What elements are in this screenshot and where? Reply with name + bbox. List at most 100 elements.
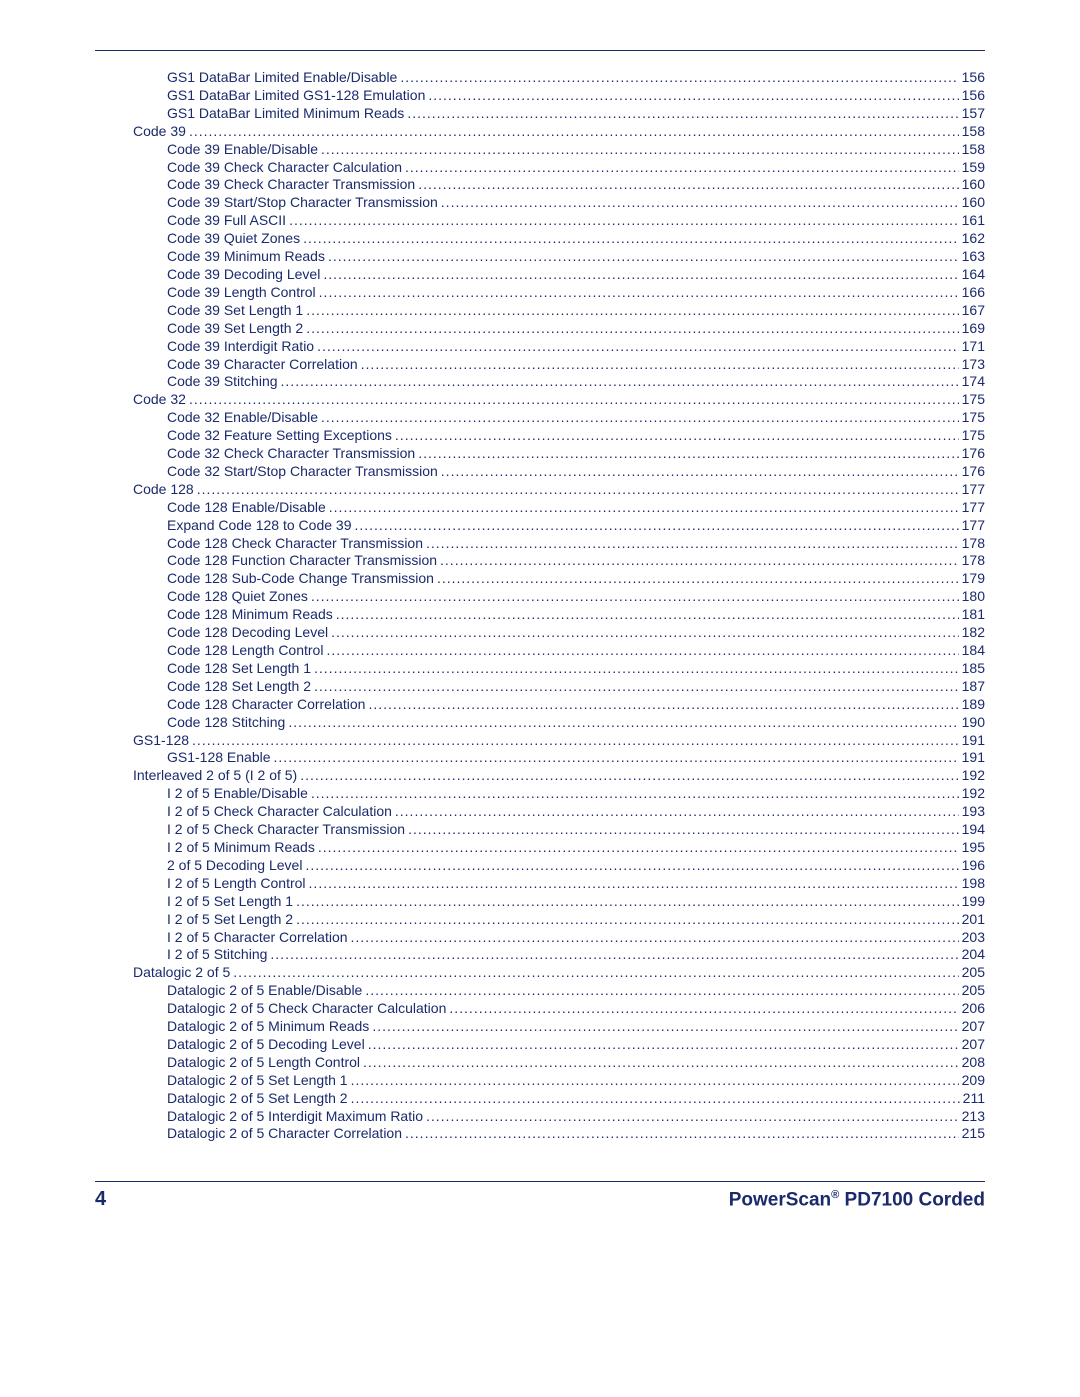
toc-entry[interactable]: Datalogic 2 of 5 Set Length 1 209 xyxy=(95,1072,985,1090)
toc-entry-label: Code 39 Minimum Reads xyxy=(167,248,325,266)
toc-entry[interactable]: Code 39 Stitching 174 xyxy=(95,373,985,391)
toc-entry-label: Code 39 Set Length 1 xyxy=(167,302,303,320)
toc-entry[interactable]: Code 32 Feature Setting Exceptions 175 xyxy=(95,427,985,445)
toc-leader-dots xyxy=(449,1000,958,1018)
toc-entry-page: 176 xyxy=(962,445,985,463)
toc-entry[interactable]: Code 39 Quiet Zones 162 xyxy=(95,230,985,248)
toc-entry[interactable]: Datalogic 2 of 5 Length Control 208 xyxy=(95,1054,985,1072)
toc-entry[interactable]: Expand Code 128 to Code 39 177 xyxy=(95,517,985,535)
toc-leader-dots xyxy=(274,749,959,767)
toc-entry[interactable]: Code 128 Length Control 184 xyxy=(95,642,985,660)
toc-entry[interactable]: Code 39 Set Length 2 169 xyxy=(95,320,985,338)
toc-entry[interactable]: Code 128 Minimum Reads 181 xyxy=(95,606,985,624)
toc-entry[interactable]: Code 128 Enable/Disable 177 xyxy=(95,499,985,517)
toc-entry[interactable]: Code 128 177 xyxy=(95,481,985,499)
toc-entry[interactable]: Code 128 Decoding Level 182 xyxy=(95,624,985,642)
toc-leader-dots xyxy=(296,893,959,911)
toc-entry[interactable]: Code 39 Check Character Transmission 160 xyxy=(95,176,985,194)
toc-entry[interactable]: Datalogic 2 of 5 205 xyxy=(95,964,985,982)
toc-entry[interactable]: GS1 DataBar Limited Enable/Disable 156 xyxy=(95,69,985,87)
toc-entry[interactable]: I 2 of 5 Set Length 2 201 xyxy=(95,911,985,929)
toc-entry[interactable]: Code 39 Character Correlation 173 xyxy=(95,356,985,374)
toc-entry-label: I 2 of 5 Minimum Reads xyxy=(167,839,315,857)
toc-leader-dots xyxy=(408,821,959,839)
toc-entry[interactable]: 2 of 5 Decoding Level 196 xyxy=(95,857,985,875)
toc-entry[interactable]: Code 39 Set Length 1 167 xyxy=(95,302,985,320)
toc-entry-label: Code 128 xyxy=(133,481,194,499)
toc-entry-label: Code 39 Enable/Disable xyxy=(167,141,318,159)
toc-entry[interactable]: I 2 of 5 Stitching 204 xyxy=(95,946,985,964)
toc-entry[interactable]: Code 128 Character Correlation 189 xyxy=(95,696,985,714)
toc-entry[interactable]: Datalogic 2 of 5 Character Correlation 2… xyxy=(95,1125,985,1143)
toc-entry-page: 174 xyxy=(962,373,985,391)
toc-entry-label: Datalogic 2 of 5 Set Length 1 xyxy=(167,1072,348,1090)
toc-entry-label: GS1 DataBar Limited Enable/Disable xyxy=(167,69,397,87)
toc-leader-dots xyxy=(426,535,959,553)
toc-entry-label: I 2 of 5 Set Length 1 xyxy=(167,893,293,911)
toc-entry[interactable]: GS1 DataBar Limited Minimum Reads 157 xyxy=(95,105,985,123)
toc-entry-page: 163 xyxy=(962,248,985,266)
toc-entry-label: Code 128 Stitching xyxy=(167,714,285,732)
toc-leader-dots xyxy=(395,427,959,445)
toc-leader-dots xyxy=(281,373,959,391)
toc-entry[interactable]: GS1-128 Enable 191 xyxy=(95,749,985,767)
toc-entry[interactable]: Code 39 Interdigit Ratio 171 xyxy=(95,338,985,356)
toc-entry[interactable]: Code 32 175 xyxy=(95,391,985,409)
toc-entry[interactable]: Code 39 Enable/Disable 158 xyxy=(95,141,985,159)
toc-leader-dots xyxy=(317,338,959,356)
toc-entry[interactable]: Code 39 Check Character Calculation 159 xyxy=(95,159,985,177)
toc-leader-dots xyxy=(368,1036,959,1054)
toc-entry[interactable]: GS1 DataBar Limited GS1-128 Emulation 15… xyxy=(95,87,985,105)
toc-entry[interactable]: Code 32 Start/Stop Character Transmissio… xyxy=(95,463,985,481)
toc-entry[interactable]: Datalogic 2 of 5 Minimum Reads 207 xyxy=(95,1018,985,1036)
toc-leader-dots xyxy=(321,409,959,427)
toc-entry-page: 201 xyxy=(962,911,985,929)
toc-entry[interactable]: I 2 of 5 Check Character Transmission 19… xyxy=(95,821,985,839)
toc-entry-label: Code 128 Minimum Reads xyxy=(167,606,333,624)
toc-entry-label: GS1 DataBar Limited Minimum Reads xyxy=(167,105,404,123)
toc-entry-label: Datalogic 2 of 5 Character Correlation xyxy=(167,1125,402,1143)
toc-entry-page: 191 xyxy=(962,732,985,750)
toc-entry[interactable]: Datalogic 2 of 5 Enable/Disable 205 xyxy=(95,982,985,1000)
toc-leader-dots xyxy=(328,248,959,266)
toc-entry[interactable]: Datalogic 2 of 5 Interdigit Maximum Rati… xyxy=(95,1108,985,1126)
toc-entry[interactable]: Code 32 Enable/Disable 175 xyxy=(95,409,985,427)
toc-entry[interactable]: Code 128 Set Length 1 185 xyxy=(95,660,985,678)
toc-entry[interactable]: I 2 of 5 Character Correlation 203 xyxy=(95,929,985,947)
toc-entry-label: Code 128 Function Character Transmission xyxy=(167,552,437,570)
toc-entry[interactable]: Code 128 Stitching 190 xyxy=(95,714,985,732)
toc-entry[interactable]: Code 39 Decoding Level 164 xyxy=(95,266,985,284)
toc-entry-label: I 2 of 5 Length Control xyxy=(167,875,306,893)
toc-entry[interactable]: Code 39 Length Control 166 xyxy=(95,284,985,302)
toc-entry[interactable]: Code 32 Check Character Transmission 176 xyxy=(95,445,985,463)
toc-entry[interactable]: Datalogic 2 of 5 Set Length 2 211 xyxy=(95,1090,985,1108)
toc-entry-page: 192 xyxy=(962,767,985,785)
toc-entry-page: 192 xyxy=(962,785,985,803)
toc-entry-label: Datalogic 2 of 5 xyxy=(133,964,230,982)
toc-entry[interactable]: I 2 of 5 Length Control 198 xyxy=(95,875,985,893)
toc-entry[interactable]: Code 128 Check Character Transmission 17… xyxy=(95,535,985,553)
toc-entry[interactable]: Interleaved 2 of 5 (I 2 of 5) 192 xyxy=(95,767,985,785)
toc-entry[interactable]: GS1-128 191 xyxy=(95,732,985,750)
toc-entry[interactable]: Code 128 Quiet Zones 180 xyxy=(95,588,985,606)
toc-entry-label: Code 32 Check Character Transmission xyxy=(167,445,415,463)
toc-entry[interactable]: Code 39 Start/Stop Character Transmissio… xyxy=(95,194,985,212)
toc-leader-dots xyxy=(437,570,959,588)
toc-entry-label: Code 39 Start/Stop Character Transmissio… xyxy=(167,194,438,212)
toc-entry[interactable]: Code 39 Minimum Reads 163 xyxy=(95,248,985,266)
toc-entry[interactable]: Code 128 Sub-Code Change Transmission 17… xyxy=(95,570,985,588)
toc-entry[interactable]: Code 128 Set Length 2 187 xyxy=(95,678,985,696)
toc-entry-label: Code 32 Enable/Disable xyxy=(167,409,318,427)
toc-entry[interactable]: Datalogic 2 of 5 Decoding Level 207 xyxy=(95,1036,985,1054)
toc-entry[interactable]: Code 39 Full ASCII 161 xyxy=(95,212,985,230)
toc-entry[interactable]: Code 39 158 xyxy=(95,123,985,141)
toc-entry[interactable]: Datalogic 2 of 5 Check Character Calcula… xyxy=(95,1000,985,1018)
toc-entry[interactable]: I 2 of 5 Enable/Disable 192 xyxy=(95,785,985,803)
toc-entry[interactable]: I 2 of 5 Minimum Reads 195 xyxy=(95,839,985,857)
toc-entry-page: 215 xyxy=(962,1125,985,1143)
toc-entry-label: Datalogic 2 of 5 Set Length 2 xyxy=(167,1090,348,1108)
toc-leader-dots xyxy=(305,857,958,875)
toc-entry[interactable]: Code 128 Function Character Transmission… xyxy=(95,552,985,570)
toc-entry[interactable]: I 2 of 5 Set Length 1 199 xyxy=(95,893,985,911)
toc-entry[interactable]: I 2 of 5 Check Character Calculation 193 xyxy=(95,803,985,821)
